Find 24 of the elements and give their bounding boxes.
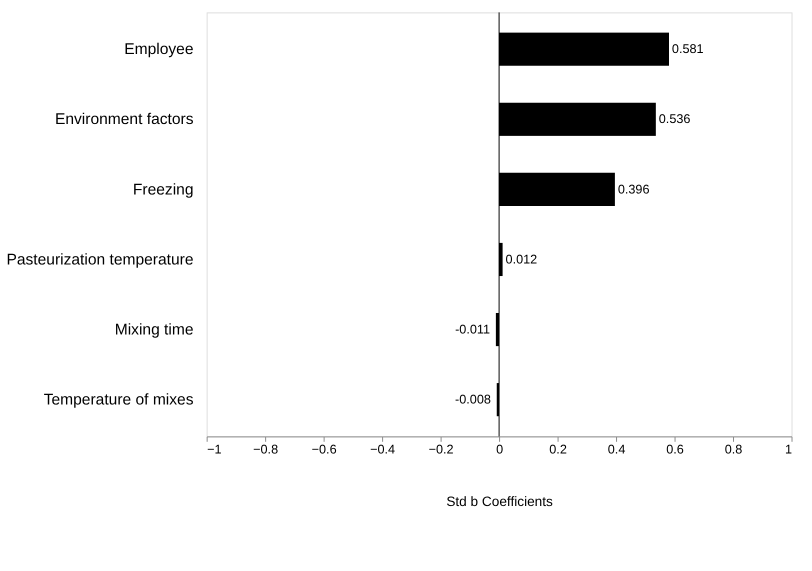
data-label: 0.396 xyxy=(618,182,650,196)
x-tick-label: 0.8 xyxy=(724,442,742,456)
x-tick-label: 0.6 xyxy=(666,442,684,456)
x-tick-label: 0.4 xyxy=(608,442,626,456)
y-tick-label: Employee xyxy=(124,41,194,58)
x-tick-label: −0.4 xyxy=(370,442,396,456)
y-tick-label: Freezing xyxy=(132,181,194,198)
x-tick-label: 1 xyxy=(784,442,792,456)
y-tick-label: Temperature of mixes xyxy=(44,392,194,409)
x-tick-label: −1 xyxy=(207,442,222,456)
x-tick-label: 0 xyxy=(496,442,504,456)
data-label: 0.536 xyxy=(658,112,690,126)
x-tick-label: −0.8 xyxy=(253,442,278,456)
data-label: -0.008 xyxy=(455,392,491,407)
x-tick-label: −0.2 xyxy=(428,442,454,456)
x-axis-title: Std b Coefficients xyxy=(446,494,554,510)
data-label: 0.012 xyxy=(506,252,538,266)
data-label: 0.581 xyxy=(672,42,704,56)
y-tick-label: Environment factors xyxy=(54,111,194,128)
data-label: -0.011 xyxy=(455,322,490,336)
y-tick-label: Pasteurization temperature xyxy=(6,251,194,268)
x-tick-label: −0.6 xyxy=(312,442,337,456)
y-tick-label: Mixing time xyxy=(114,321,194,338)
x-tick-label: 0.2 xyxy=(549,442,567,456)
